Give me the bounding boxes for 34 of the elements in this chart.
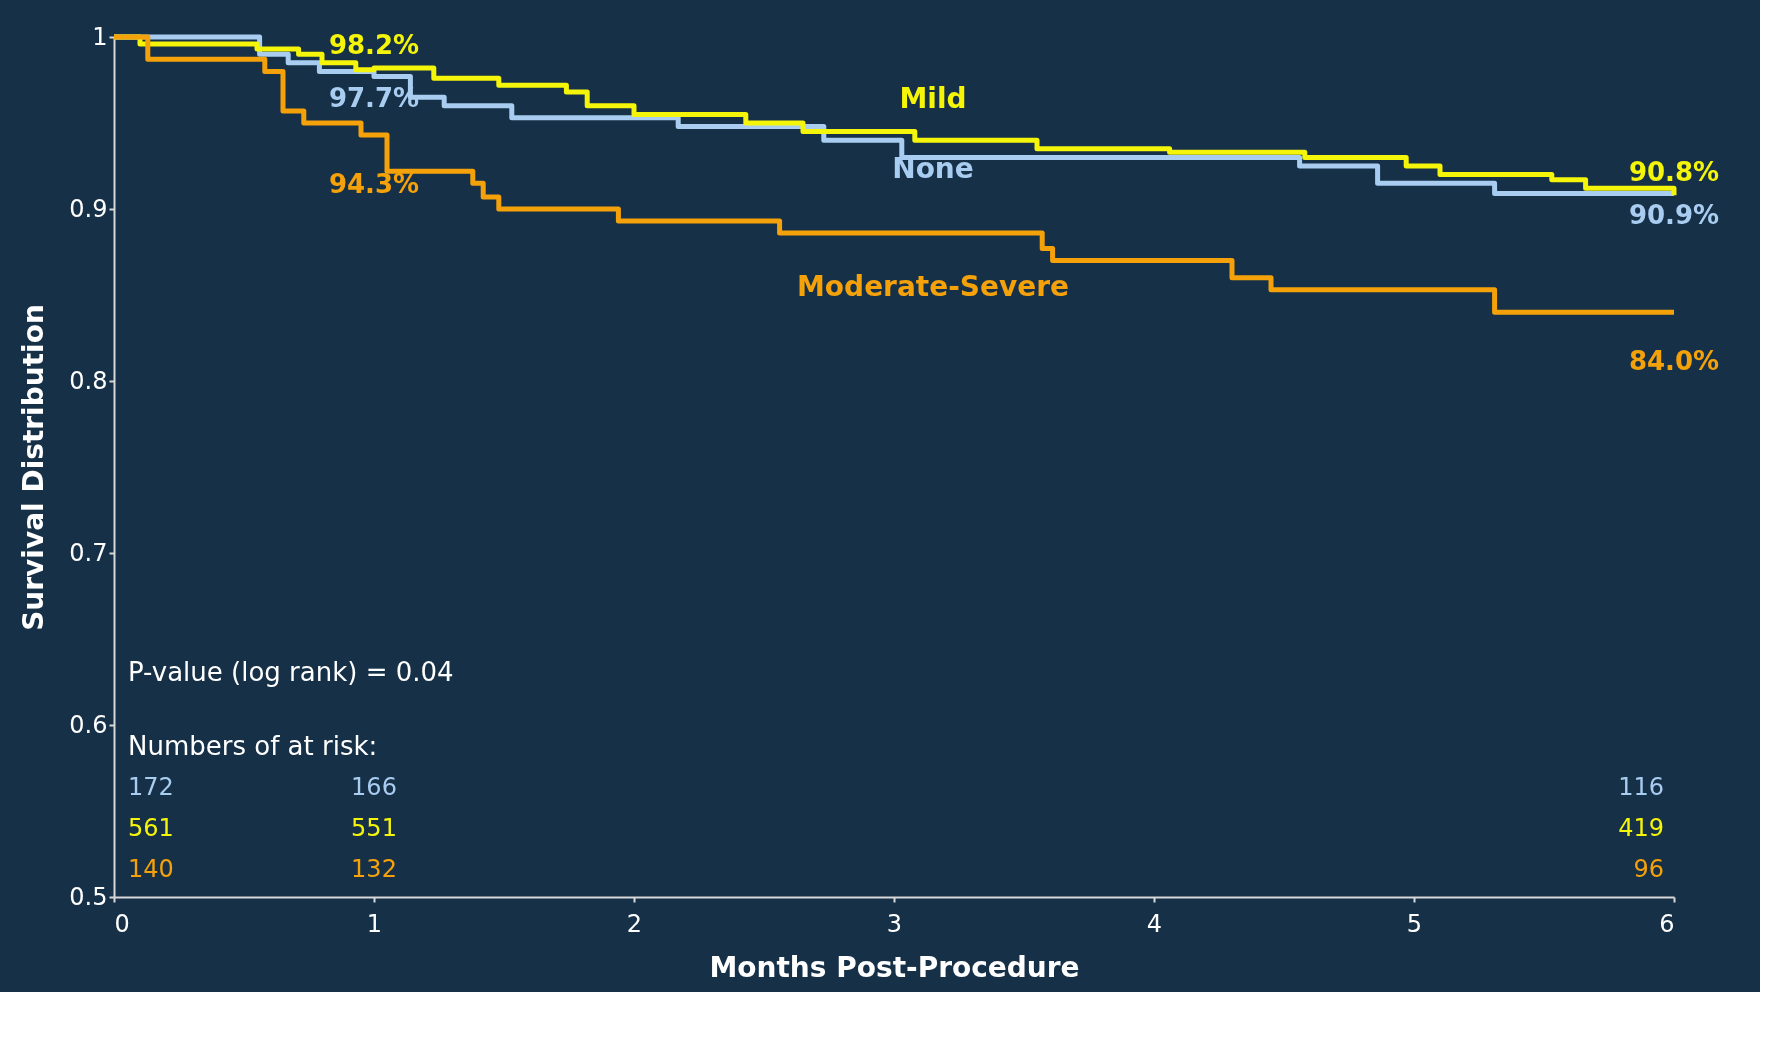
x-tick-label: 5 — [1406, 909, 1423, 938]
y-tick-label: 1 — [92, 22, 108, 51]
annotation: 96 — [1633, 855, 1664, 884]
x-tick-label: 1 — [366, 909, 383, 938]
data-label: 94.3% — [328, 169, 420, 200]
annotation: 419 — [1618, 814, 1664, 843]
y-tick-label: 0.7 — [69, 538, 108, 567]
data-label: 90.8% — [1628, 157, 1720, 188]
annotation: 140 — [128, 855, 174, 884]
annotation: 166 — [351, 772, 397, 801]
annotation: 116 — [1618, 772, 1664, 801]
annotation: 561 — [128, 814, 174, 843]
y-tick-label: 0.8 — [69, 366, 108, 395]
x-tick-label: 2 — [626, 909, 643, 938]
y-tick-label: 0.5 — [69, 882, 108, 911]
y-tick-label: 0.9 — [69, 194, 108, 223]
x-tick-label: 0 — [114, 909, 130, 938]
data-label: 90.9% — [1628, 199, 1720, 230]
annotation: 551 — [351, 814, 397, 843]
data-label: 84.0% — [1628, 346, 1720, 377]
data-label: 98.2% — [328, 29, 420, 60]
x-tick-label: 3 — [886, 909, 903, 938]
series-label: None — [892, 152, 974, 186]
x-axis-title: Months Post-Procedure — [709, 950, 1080, 984]
y-tick-label: 0.6 — [69, 710, 108, 739]
y-axis-title: Survival Distribution — [17, 304, 51, 631]
x-tick-label: 4 — [1146, 909, 1163, 938]
series-label: Moderate-Severe — [796, 270, 1070, 304]
series-label: Mild — [899, 81, 967, 115]
annotation: P-value (log rank) = 0.04 — [128, 657, 454, 688]
annotation: 132 — [351, 855, 397, 884]
annotation: Numbers of at risk: — [128, 730, 378, 761]
x-tick-label: 6 — [1659, 909, 1675, 938]
annotation: 172 — [128, 772, 174, 801]
